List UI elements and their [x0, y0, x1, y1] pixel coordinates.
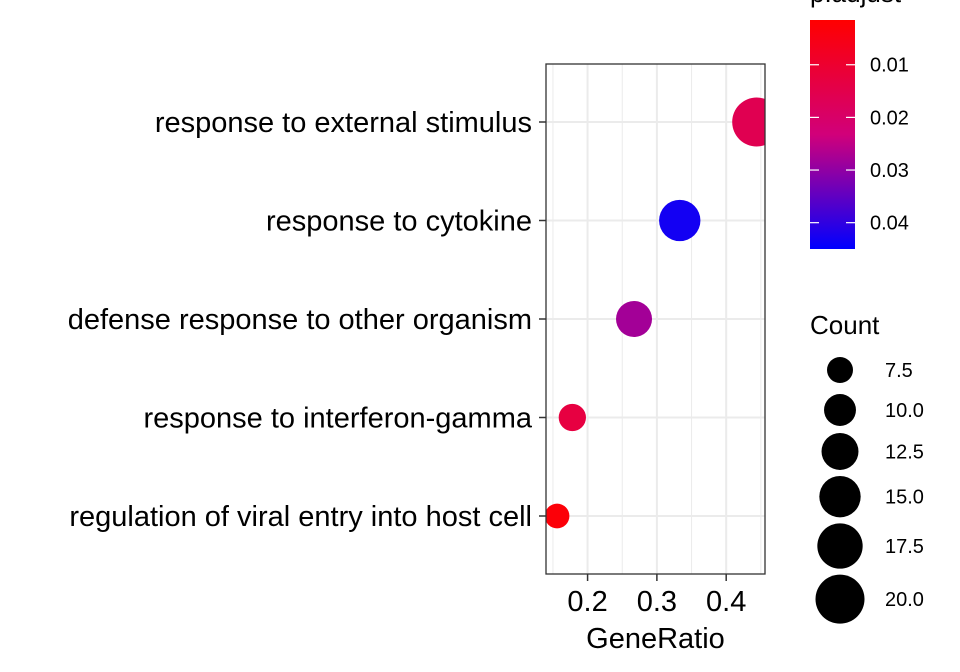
y-tick-label: regulation of viral entry into host cell: [69, 501, 532, 533]
y-tick-label: response to external stimulus: [155, 107, 532, 139]
size-legend-label: 20.0: [885, 589, 924, 611]
color-legend-label: 0.04: [870, 213, 909, 235]
color-legend-label: 0.01: [870, 55, 909, 77]
data-point: [546, 503, 570, 529]
y-tick-label: response to cytokine: [266, 206, 532, 238]
size-legend-label: 15.0: [885, 487, 924, 509]
size-legend-dot: [827, 357, 853, 383]
data-point: [558, 403, 586, 432]
data-point: [732, 97, 765, 147]
color-legend-ticks: 0.01 0.02 0.03 0.04: [810, 55, 909, 235]
x-axis-title: GeneRatio: [586, 623, 725, 655]
x-tick-label: 0.2: [567, 586, 607, 618]
size-legend-label: 17.5: [885, 536, 924, 558]
size-legend: Count 7.5 10.0 12.5 15.0 17.5 20.0: [810, 310, 924, 624]
color-legend-title: p.adjust: [810, 0, 902, 8]
size-legend-items: 7.5 10.0 12.5 15.0 17.5 20.0: [815, 357, 924, 624]
data-point: [616, 300, 653, 338]
size-legend-label: 10.0: [885, 400, 924, 422]
size-legend-label: 12.5: [885, 441, 924, 463]
color-legend: p.adjust 0.01 0.02 0.03 0.04: [810, 0, 909, 249]
y-tick-label: defense response to other organism: [68, 304, 532, 336]
color-legend-label: 0.02: [870, 107, 909, 129]
color-bar: [810, 20, 855, 249]
y-tick-label: response to interferon-gamma: [144, 403, 533, 435]
x-tick-label: 0.3: [637, 586, 677, 618]
size-legend-label: 7.5: [885, 360, 913, 382]
size-legend-dot: [819, 475, 861, 518]
size-legend-dot: [815, 574, 865, 624]
color-legend-label: 0.03: [870, 160, 909, 182]
size-legend-title: Count: [810, 310, 880, 340]
size-legend-dot: [821, 433, 859, 470]
x-axis-ticks: 0.2 0.3 0.4: [567, 574, 746, 618]
size-legend-dot: [824, 394, 856, 426]
data-points: [546, 97, 765, 529]
data-point: [659, 199, 701, 242]
y-axis-ticks: response to external stimulus response to…: [68, 107, 546, 533]
x-tick-label: 0.4: [706, 586, 746, 618]
size-legend-dot: [817, 523, 863, 569]
